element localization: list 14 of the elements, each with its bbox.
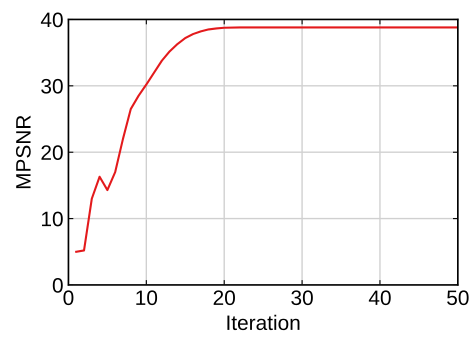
y-tick-label: 20 — [41, 145, 63, 160]
y-tick-label: 30 — [41, 78, 63, 94]
x-axis-title: Iteration — [227, 314, 300, 330]
x-tick-label: 20 — [214, 290, 235, 306]
x-tick-label: 0 — [63, 290, 74, 306]
y-axis-title: MPSNR — [16, 116, 31, 188]
x-tick-label: 50 — [447, 290, 469, 306]
y-tick-label: 10 — [42, 212, 63, 226]
x-tick-label: 40 — [368, 290, 391, 306]
line-series — [75, 26, 458, 253]
x-tick-label: 30 — [291, 290, 313, 306]
y-tick-label: 40 — [40, 12, 63, 28]
x-tick-label: 10 — [136, 290, 158, 306]
y-tick-label: 0 — [52, 278, 63, 293]
